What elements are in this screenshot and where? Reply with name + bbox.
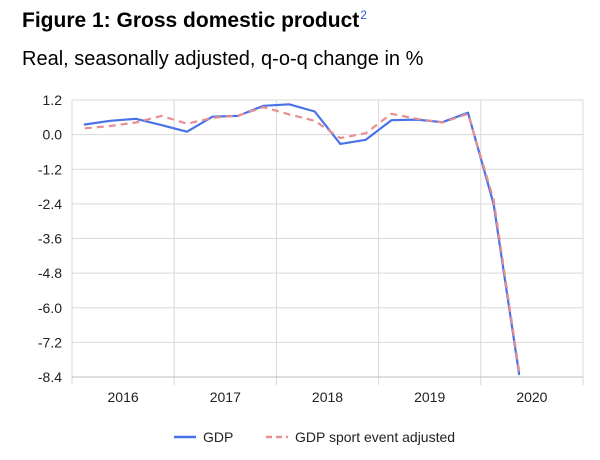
grid-lines (71, 99, 584, 385)
series-lines (83, 103, 521, 376)
footnote-marker: 2 (360, 8, 367, 22)
y-tick-label: 1.2 (43, 92, 63, 108)
y-tick-label: -1.2 (38, 161, 62, 177)
y-tick-label: -7.2 (38, 334, 62, 350)
x-axis: 2016 2017 2018 2019 2020 (72, 376, 583, 405)
title-text: Gross domestic product (116, 9, 360, 32)
chart-title: Figure 1: Gross domestic product2 (22, 8, 367, 33)
x-tick-label: 2017 (210, 389, 241, 405)
y-tick-label: -4.8 (38, 265, 62, 281)
y-tick-label: -6.0 (38, 300, 62, 316)
x-tick-label: 2019 (414, 389, 445, 405)
legend-label: GDP (203, 429, 233, 445)
y-tick-label: -8.4 (38, 369, 62, 385)
chart-subtitle: Real, seasonally adjusted, q-o-q change … (22, 48, 424, 70)
y-tick-label: 0.0 (43, 127, 63, 143)
series-line-gdp-sport-event-adjusted (84, 106, 521, 372)
series-line-gdp (83, 103, 521, 376)
y-axis: 1.2 0.0 -1.2 -2.4 -3.6 -4.8 -6.0 -7.2 -8.4 (38, 92, 62, 385)
y-tick-label: -3.6 (38, 231, 62, 247)
x-tick-label: 2018 (312, 389, 343, 405)
x-tick-label: 2016 (108, 389, 139, 405)
legend-label: GDP sport event adjusted (295, 429, 455, 445)
legend: GDP GDP sport event adjusted (174, 429, 455, 445)
y-tick-label: -2.4 (38, 196, 62, 212)
figure-label: Figure 1: (22, 9, 111, 32)
x-tick-label: 2020 (516, 389, 547, 405)
